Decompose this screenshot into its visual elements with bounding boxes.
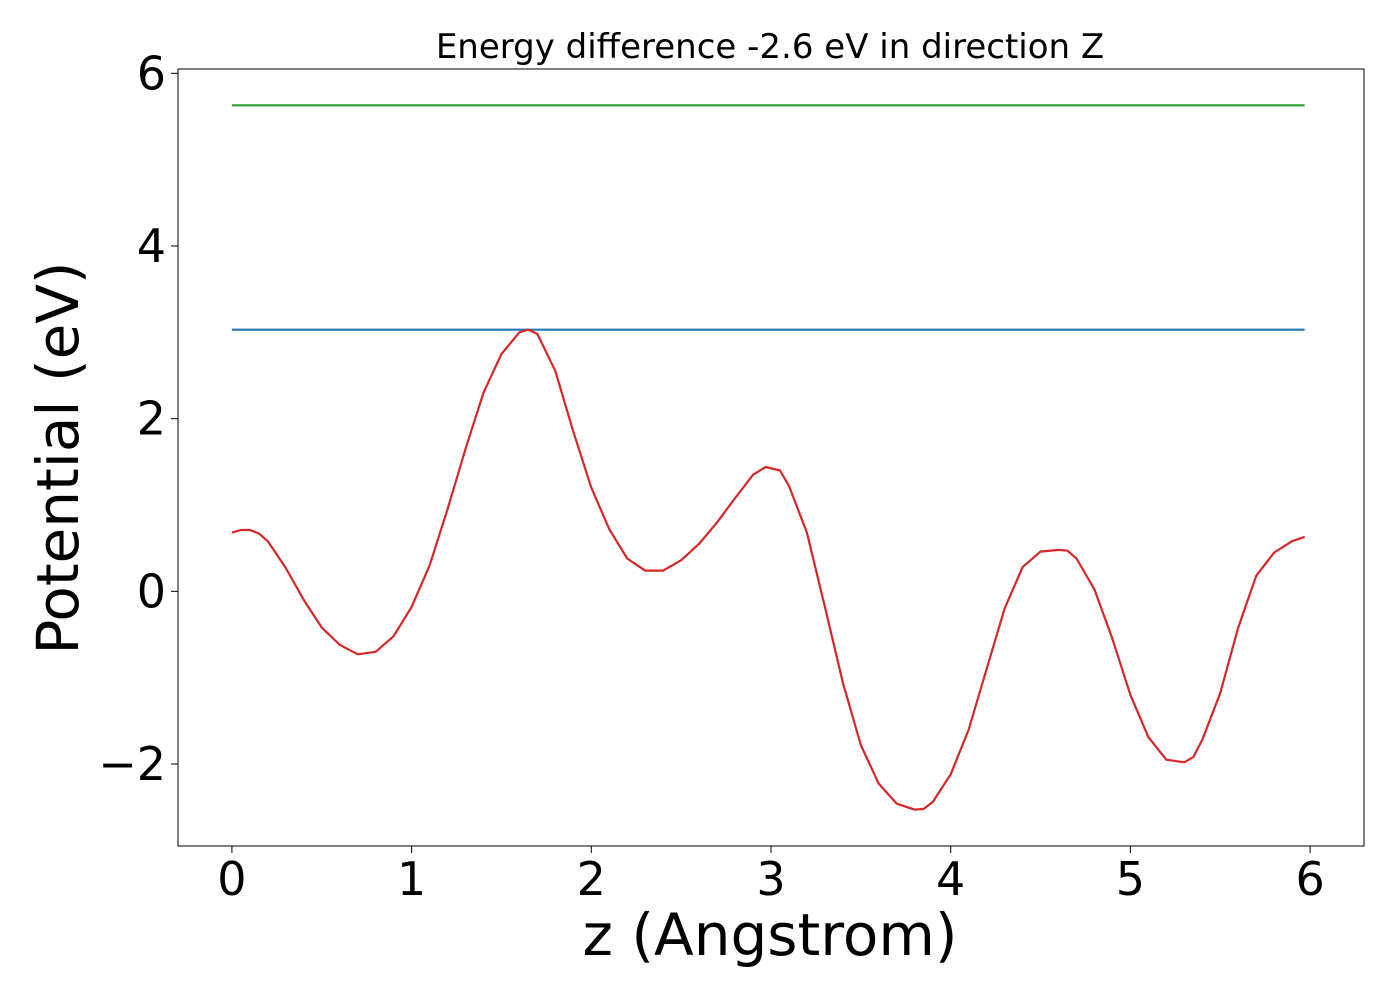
y-tick-label: 0 bbox=[137, 564, 166, 618]
y-tick-label: −2 bbox=[98, 737, 166, 791]
x-axis-ticks: 0 1 2 3 4 5 6 bbox=[217, 846, 1325, 906]
x-tick-label: 1 bbox=[397, 852, 426, 906]
series-layer bbox=[231, 104, 1306, 811]
x-tick-label: 0 bbox=[217, 852, 246, 906]
y-tick-label: 2 bbox=[137, 392, 166, 446]
x-tick-label: 6 bbox=[1295, 852, 1324, 906]
x-tick-label: 2 bbox=[577, 852, 606, 906]
chart-title: Energy difference -2.6 eV in direction Z bbox=[436, 27, 1104, 67]
y-tick-label: 6 bbox=[137, 46, 166, 100]
series-line-2 bbox=[231, 328, 1306, 811]
y-tick-label: 4 bbox=[137, 219, 166, 273]
x-tick-label: 5 bbox=[1116, 852, 1145, 906]
plot-area-frame bbox=[177, 68, 1365, 847]
x-tick-label: 3 bbox=[756, 852, 785, 906]
y-axis-ticks: −2 0 2 4 6 bbox=[98, 46, 178, 791]
x-tick-label: 4 bbox=[936, 852, 965, 906]
y-axis-label: Potential (eV) bbox=[24, 261, 92, 654]
x-axis-label: z (Angstrom) bbox=[583, 901, 958, 969]
